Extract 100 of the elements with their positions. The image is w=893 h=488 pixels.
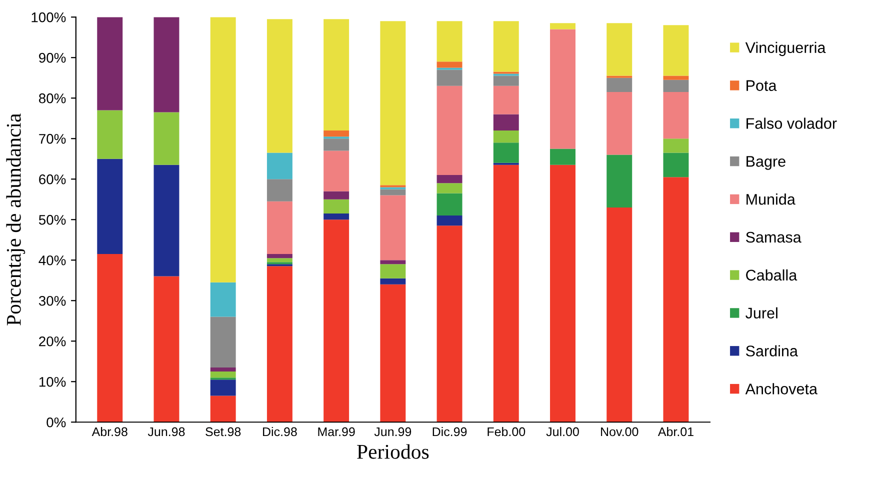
bar bbox=[210, 396, 236, 422]
bar bbox=[210, 380, 236, 396]
y-axis-title: Porcentaje de abundancia bbox=[6, 113, 26, 326]
legend-label: Vinciguerria bbox=[745, 42, 826, 56]
x-tick-label: Nov.00 bbox=[601, 427, 638, 436]
bar bbox=[436, 183, 462, 194]
legend-label: Samasa bbox=[746, 232, 802, 243]
bar bbox=[436, 193, 462, 216]
y-tick-label: 40% bbox=[38, 255, 66, 266]
bar bbox=[663, 177, 689, 422]
bar bbox=[210, 282, 236, 317]
bar bbox=[606, 92, 632, 155]
y-tick-label: 50% bbox=[38, 214, 66, 225]
bar bbox=[493, 142, 519, 163]
bar bbox=[154, 164, 180, 276]
legend-label: Jurel bbox=[746, 307, 778, 319]
bar bbox=[550, 164, 576, 422]
bar bbox=[606, 23, 632, 76]
bar bbox=[380, 264, 406, 278]
bar bbox=[324, 150, 350, 192]
legend-label: Munida bbox=[746, 194, 796, 205]
bar bbox=[324, 220, 350, 422]
bar bbox=[606, 154, 632, 208]
bar bbox=[266, 19, 292, 153]
bar bbox=[324, 130, 350, 137]
bar bbox=[324, 199, 350, 214]
legend-label: Caballa bbox=[746, 269, 798, 281]
x-tick-label: Mar.99 bbox=[318, 427, 355, 436]
legend-label: Pota bbox=[746, 80, 777, 91]
bar bbox=[380, 278, 406, 284]
bar bbox=[663, 92, 689, 139]
y-tick-label: 60% bbox=[39, 174, 66, 184]
bar bbox=[550, 29, 576, 149]
bar bbox=[210, 371, 236, 378]
bar bbox=[97, 254, 123, 422]
legend-label: Anchoveta bbox=[745, 383, 818, 394]
bar bbox=[606, 78, 632, 92]
y-tick-label: 0% bbox=[46, 417, 66, 428]
x-tick-label: Jul.00 bbox=[546, 426, 579, 436]
bar bbox=[493, 114, 519, 130]
bar bbox=[436, 62, 462, 68]
bar bbox=[436, 86, 462, 176]
bar bbox=[663, 152, 689, 178]
bar bbox=[266, 179, 292, 202]
bar bbox=[380, 284, 406, 422]
x-axis-title: Periodos bbox=[357, 444, 429, 459]
x-tick-label: Set.98 bbox=[206, 427, 241, 436]
x-tick-label: Dic.98 bbox=[263, 426, 297, 436]
bar bbox=[266, 201, 292, 254]
bar bbox=[324, 19, 350, 130]
bar bbox=[380, 189, 406, 196]
y-tick-label: 70% bbox=[39, 134, 66, 144]
bar bbox=[436, 175, 462, 184]
bar bbox=[154, 112, 180, 165]
bar bbox=[324, 214, 350, 220]
bar bbox=[266, 254, 292, 258]
bar bbox=[266, 152, 292, 180]
y-tick-label: 10% bbox=[39, 376, 66, 387]
bar bbox=[154, 17, 180, 112]
bar bbox=[436, 216, 462, 226]
bar bbox=[550, 148, 576, 165]
bar bbox=[210, 367, 236, 372]
bar bbox=[324, 191, 350, 200]
bar bbox=[550, 23, 576, 30]
x-tick-label: Abr.98 bbox=[92, 426, 128, 436]
y-tick-label: 30% bbox=[38, 296, 66, 306]
y-tick-label: 90% bbox=[39, 52, 66, 63]
x-tick-label: Jun.98 bbox=[148, 427, 185, 436]
y-tick-label: 80% bbox=[38, 93, 66, 104]
bar bbox=[97, 110, 123, 159]
bar bbox=[266, 258, 292, 262]
bar bbox=[493, 86, 519, 114]
bar bbox=[210, 17, 236, 282]
bar bbox=[663, 80, 689, 92]
bar bbox=[493, 76, 519, 86]
x-tick-label: Feb.00 bbox=[488, 426, 526, 436]
bar bbox=[663, 25, 689, 76]
bar bbox=[606, 207, 632, 422]
bar bbox=[436, 70, 462, 86]
y-tick-label: 20% bbox=[39, 336, 66, 346]
bar bbox=[493, 130, 519, 143]
bar bbox=[266, 266, 292, 422]
bar bbox=[210, 316, 236, 368]
bar bbox=[324, 138, 350, 151]
bar bbox=[97, 17, 123, 110]
legend-label: Bagre bbox=[746, 156, 786, 170]
bar bbox=[154, 276, 180, 422]
bar bbox=[380, 21, 406, 186]
bar bbox=[436, 226, 462, 422]
x-tick-label: Dic.99 bbox=[432, 426, 467, 436]
x-tick-label: Abr.01 bbox=[658, 426, 694, 436]
bar bbox=[380, 195, 406, 260]
y-tick-label: 100% bbox=[32, 12, 66, 22]
legend-label: Sardina bbox=[746, 345, 798, 356]
bar bbox=[436, 21, 462, 62]
bar bbox=[663, 76, 689, 80]
x-tick-label: Jun.99 bbox=[374, 427, 412, 436]
bar bbox=[380, 260, 406, 264]
bar bbox=[493, 164, 519, 422]
bar bbox=[663, 138, 689, 153]
